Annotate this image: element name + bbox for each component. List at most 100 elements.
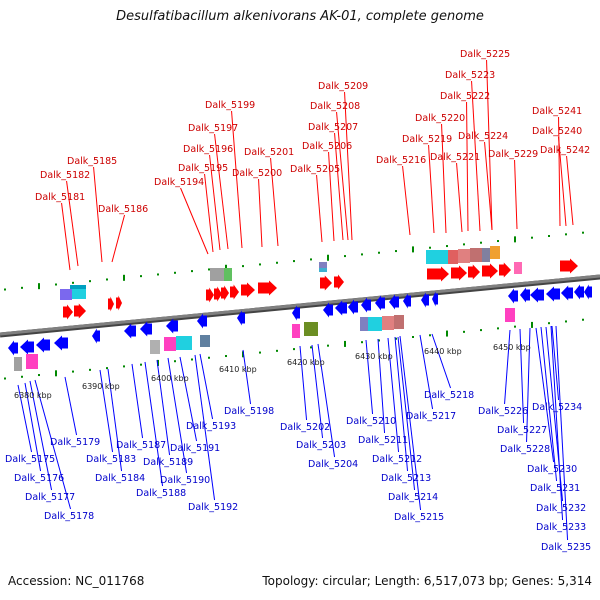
forward-gene-label: Dalk_5220 <box>415 113 465 124</box>
reverse-gene-arrow <box>166 318 178 334</box>
reverse-gene-label: Dalk_5212 <box>372 454 422 465</box>
reverse-gene-label: Dalk_5188 <box>136 488 186 499</box>
forward-gene-label: Dalk_5197 <box>188 123 238 134</box>
reverse-gene-arrow <box>389 294 399 310</box>
gene-feature-box <box>448 250 458 264</box>
leader-line <box>514 159 518 230</box>
leader-line <box>471 80 481 232</box>
forward-gene-arrow <box>427 266 449 282</box>
forward-gene-arrow <box>334 274 344 290</box>
gene-feature-box <box>382 316 394 330</box>
genome-axis-highlight <box>0 274 600 336</box>
reverse-gene-arrow <box>36 337 50 353</box>
gene-feature-box <box>176 336 192 350</box>
reverse-gene-label: Dalk_5203 <box>296 440 346 451</box>
gene-feature-box <box>14 357 22 371</box>
gene-feature-box <box>70 285 86 289</box>
forward-gene-arrow <box>241 282 255 298</box>
reverse-gene-label: Dalk_5228 <box>500 444 550 455</box>
gene-feature-box <box>224 268 232 281</box>
leader-line <box>558 116 561 227</box>
forward-gene-label: Dalk_5206 <box>302 141 352 152</box>
reverse-gene-arrow <box>124 323 136 339</box>
reverse-gene-arrow <box>8 340 18 356</box>
leader-line <box>540 326 558 482</box>
forward-gene-label: Dalk_5222 <box>440 91 490 102</box>
gene-feature-box <box>482 248 490 262</box>
leader-line <box>66 180 79 267</box>
forward-gene-label: Dalk_5201 <box>244 147 294 158</box>
gene-feature-box <box>505 308 515 322</box>
leader-line <box>344 91 353 241</box>
forward-gene-label: Dalk_5209 <box>318 81 368 92</box>
leader-line <box>566 155 574 226</box>
reverse-gene-arrow <box>20 339 34 355</box>
reverse-gene-label: Dalk_5231 <box>530 483 580 494</box>
forward-gene-arrow <box>74 303 86 319</box>
leader-line <box>258 178 263 248</box>
gene-feature-box <box>426 250 448 264</box>
forward-gene-arrow <box>560 258 578 274</box>
reverse-gene-label: Dalk_5217 <box>406 411 456 422</box>
reverse-gene-label: Dalk_5187 <box>116 440 166 451</box>
reverse-gene-arrow <box>561 285 573 301</box>
gene-feature-box <box>470 248 482 262</box>
reverse-gene-label: Dalk_5178 <box>44 511 94 522</box>
leader-line <box>214 133 229 250</box>
gene-features <box>8 246 592 371</box>
gene-feature-box <box>292 324 300 338</box>
reverse-gene-arrow <box>520 287 530 303</box>
forward-gene-arrow <box>230 284 239 300</box>
reverse-gene-label: Dalk_5193 <box>186 421 236 432</box>
forward-gene-arrow <box>108 296 114 312</box>
scale-label: 6390 kbp <box>82 382 120 391</box>
leader-line <box>204 173 214 253</box>
scale-label: 6410 kbp <box>219 365 257 374</box>
leader-line <box>399 335 422 511</box>
reverse-gene-label: Dalk_5234 <box>532 402 582 413</box>
leader-line <box>519 328 525 424</box>
leader-line <box>24 382 42 472</box>
forward-gene-arrow <box>206 287 214 303</box>
forward-gene-label: Dalk_5181 <box>35 192 85 203</box>
forward-gene-label: Dalk_5221 <box>430 152 480 163</box>
leader-line <box>179 356 198 442</box>
gene-feature-box <box>490 246 500 259</box>
reverse-gene-arrow <box>403 293 411 309</box>
leader-line <box>486 59 493 231</box>
leader-line <box>387 337 400 453</box>
gene-feature-box <box>360 317 368 331</box>
forward-gene-arrow <box>221 285 229 301</box>
scale-label: 6420 kbp <box>287 358 325 367</box>
reverse-gene-label: Dalk_5235 <box>541 542 591 553</box>
reverse-gene-arrow <box>361 297 371 313</box>
leader-line <box>144 361 164 487</box>
reverse-gene-arrow <box>375 295 385 311</box>
gene-feature-box <box>210 268 224 281</box>
forward-gene-arrow <box>258 280 277 296</box>
reverse-gene-label: Dalk_5204 <box>308 459 358 470</box>
forward-gene-arrow <box>482 263 498 279</box>
leader-line <box>558 136 567 227</box>
leader-line <box>180 187 209 255</box>
reverse-gene-arrow <box>432 291 438 307</box>
forward-gene-label: Dalk_5194 <box>154 177 204 188</box>
reverse-gene-label: Dalk_5211 <box>358 435 408 446</box>
forward-gene-label: Dalk_5195 <box>178 163 228 174</box>
reverse-gene-label: Dalk_5218 <box>424 390 474 401</box>
leader-line <box>431 333 452 389</box>
leader-line <box>270 157 279 247</box>
leader-line <box>299 345 308 421</box>
scale-label: 6450 kbp <box>493 343 531 352</box>
reverse-gene-label: Dalk_5192 <box>188 502 238 513</box>
leader-line <box>336 111 349 241</box>
forward-gene-arrow <box>468 264 480 280</box>
reverse-gene-label: Dalk_5214 <box>388 492 438 503</box>
reverse-gene-label: Dalk_5179 <box>50 437 100 448</box>
forward-gene-arrow <box>499 262 511 278</box>
forward-gene-arrow <box>214 286 222 302</box>
reverse-gene-arrow <box>508 288 518 304</box>
forward-gene-arrow <box>320 275 332 291</box>
gene-feature-box <box>60 289 72 300</box>
